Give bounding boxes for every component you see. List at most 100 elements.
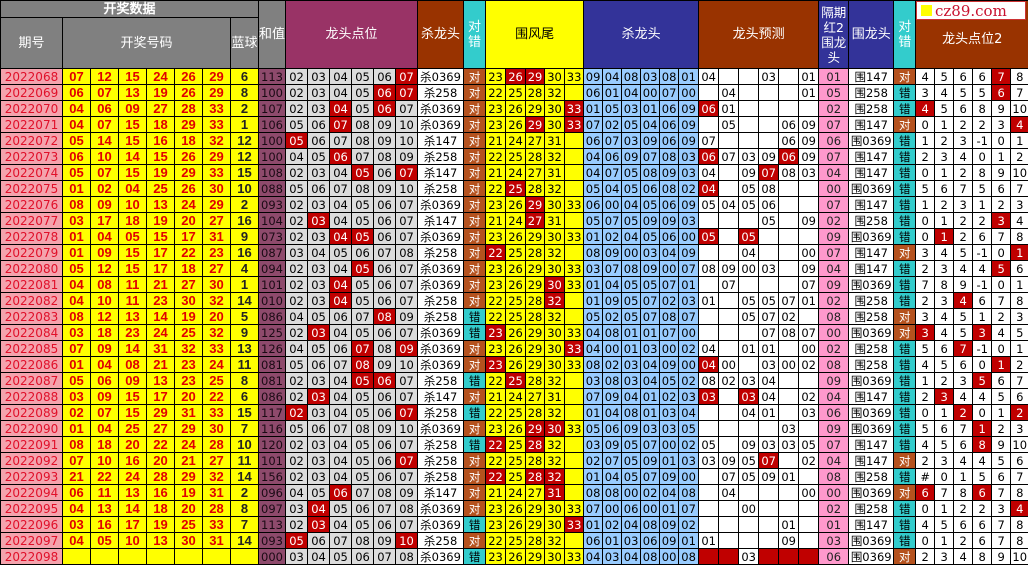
head-position-2-cell: 3 <box>972 324 993 341</box>
head-position-2-cell: 6 <box>991 180 1012 197</box>
wind-tail-cell: 25 <box>505 84 527 101</box>
blue-ball-cell: 15 <box>229 164 260 181</box>
head-position-2-cell: -1 <box>972 276 993 293</box>
head-position-cell: 02 <box>285 516 309 533</box>
head-position-cell: 05 <box>285 116 309 133</box>
head-position-2-cell: 8 <box>972 100 993 117</box>
head-position-2-cell: 6 <box>934 340 955 357</box>
wind-tail-cell: 33 <box>564 68 585 85</box>
head-position-2-cell: 3 <box>953 132 974 149</box>
head-position-2-cell: 6 <box>991 84 1012 101</box>
right-wrong-2-badge: 错 <box>893 212 917 229</box>
red-ball-cell: 14 <box>118 340 147 357</box>
kill-head-2-cell: 00 <box>659 340 680 357</box>
right-wrong-2-badge: 错 <box>893 356 917 373</box>
head-position-2-cell: 4 <box>934 84 955 101</box>
head-position-cell: 06 <box>373 260 397 277</box>
red-ball-cell: 23 <box>202 244 231 261</box>
head-predict-cell <box>718 292 740 309</box>
head-position-2-cell: 0 <box>915 228 936 245</box>
head-position-2-cell: 6 <box>1010 388 1028 405</box>
surround-head-cell: 围0369 <box>848 276 895 293</box>
logo-square-icon <box>921 5 932 16</box>
table-row: 2022089 02 07 15 29 31 33 15 117 02 03 04 05 06 07 杀258… <box>0 404 1028 421</box>
kill-head-2-cell: 04 <box>602 404 623 421</box>
wind-tail-cell: 23 <box>485 196 507 213</box>
alt-red2-cell: 01 <box>818 516 850 533</box>
right-wrong-2-badge: 错 <box>893 276 917 293</box>
period-cell: 2022086 <box>0 356 63 373</box>
sum-cell: 108 <box>258 164 287 181</box>
head-position-cell: 05 <box>285 532 309 549</box>
red-ball-cell: 20 <box>118 436 147 453</box>
head-predict-cell <box>798 468 820 485</box>
red-ball-cell: 27 <box>202 212 231 229</box>
wind-tail-cell: 33 <box>564 420 585 437</box>
head-predict-cell: 05 <box>738 228 760 245</box>
period-cell: 2022096 <box>0 516 63 533</box>
kill-head-2-cell: 05 <box>621 212 642 229</box>
head-predict-cell: 04 <box>698 340 720 357</box>
red-ball-cell: 17 <box>118 516 147 533</box>
period-cell: 2022081 <box>0 276 63 293</box>
kill-head-2-cell: 09 <box>678 196 700 213</box>
head-position-2-cell: 4 <box>1010 116 1028 133</box>
head-position-cell: 07 <box>329 132 353 149</box>
wind-tail-cell: 23 <box>485 420 507 437</box>
head-position-2-cell: 0 <box>972 404 993 421</box>
head-predict-cell: 03 <box>738 388 760 405</box>
wind-tail-cell: 27 <box>525 164 546 181</box>
red-ball-cell: 15 <box>146 148 175 165</box>
head-position-cell: 08 <box>351 420 375 437</box>
site-logo[interactable]: cz89.com <box>916 1 1026 20</box>
sum-cell: 093 <box>258 532 287 549</box>
wind-tail-cell: 30 <box>544 340 566 357</box>
head-predict-cell <box>718 68 740 85</box>
head-position-2-cell: 3 <box>934 452 955 469</box>
kill-head-2-cell: 01 <box>678 276 700 293</box>
kill-head-2-cell: 03 <box>678 388 700 405</box>
kill-head-2-cell: 07 <box>678 308 700 325</box>
head-predict-cell: 03 <box>738 548 760 565</box>
head-predict-cell <box>698 116 720 133</box>
kill-head-2-cell: 05 <box>583 308 604 325</box>
head-position-2-cell: 6 <box>991 468 1012 485</box>
kill-head-2-cell: 01 <box>678 532 700 549</box>
red-ball-cell: 23 <box>174 372 203 389</box>
alt-red2-cell: 00 <box>818 324 850 341</box>
head-predict-cell: 04 <box>698 356 720 373</box>
head-position-2-cell: 0 <box>915 116 936 133</box>
wind-tail-cell: 32 <box>544 404 566 421</box>
head-position-cell: 04 <box>329 388 353 405</box>
wind-tail-cell: 29 <box>525 260 546 277</box>
kill-head-2-cell: 00 <box>621 244 642 261</box>
wind-tail-cell <box>564 292 585 309</box>
kill-head-2-cell: 05 <box>621 452 642 469</box>
wind-tail-cell: 28 <box>525 468 546 485</box>
surround-head-cell: 围147 <box>848 116 895 133</box>
head-position-cell: 05 <box>351 468 375 485</box>
head-position-cell: 03 <box>307 276 331 293</box>
kill-head-cell: 杀258 <box>417 532 465 549</box>
head-position-2-cell: 4 <box>953 292 974 309</box>
red-ball-cell: 15 <box>118 116 147 133</box>
wind-tail-cell: 30 <box>544 324 566 341</box>
kill-head-2-cell: 06 <box>583 84 604 101</box>
kill-head-2-cell: 05 <box>678 420 700 437</box>
red-ball-cell: 13 <box>118 308 147 325</box>
head-position-2-cell: 7 <box>953 420 974 437</box>
red-ball-cell: 24 <box>174 436 203 453</box>
head-position-cell: 03 <box>285 244 309 261</box>
kill-head-2-cell: 05 <box>621 116 642 133</box>
wind-tail-cell: 24 <box>505 388 527 405</box>
wind-tail-cell: 32 <box>544 532 566 549</box>
head-position-cell: 02 <box>285 292 309 309</box>
blue-ball-cell: 14 <box>229 532 260 549</box>
kill-head-cell: 杀0369 <box>417 100 465 117</box>
head-predict-cell <box>738 420 760 437</box>
kill-head-2-cell: 01 <box>583 276 604 293</box>
kill-head-2-cell: 02 <box>659 388 680 405</box>
blue-ball-cell: 2 <box>229 484 260 501</box>
alt-red2-cell: 08 <box>818 468 850 485</box>
head-predict-cell <box>778 500 800 517</box>
